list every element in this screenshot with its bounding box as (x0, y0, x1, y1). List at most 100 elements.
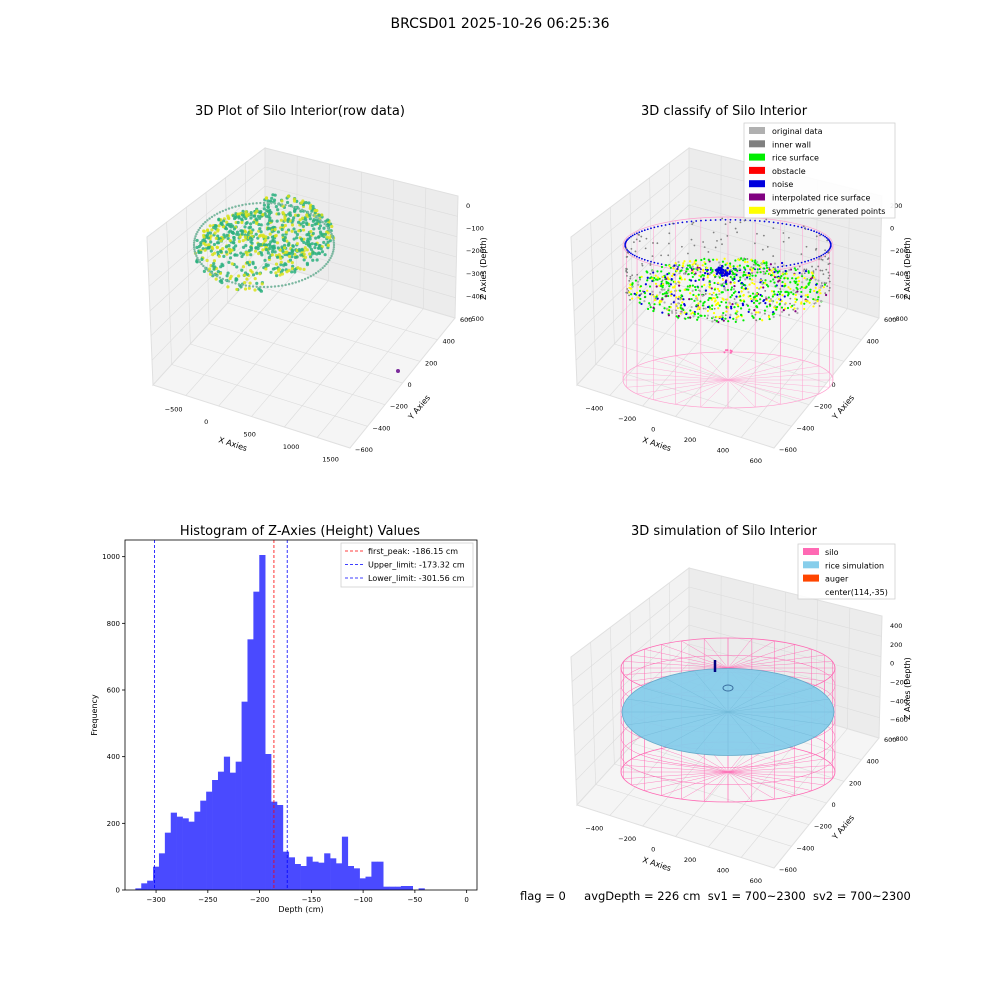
panel2-inner-wall-point (828, 274, 831, 277)
panel2-surface-point (800, 295, 803, 298)
panel2-surface-point (704, 289, 708, 292)
panel1-point (249, 216, 253, 220)
panel1-point (213, 267, 217, 271)
panel2-surface-point (696, 268, 699, 271)
panel2-surface-point (656, 276, 660, 279)
panel2-surface-point (777, 280, 780, 283)
panel1-point (279, 256, 283, 260)
panel2-surface-point (777, 290, 780, 294)
panel2-surface-point (733, 281, 736, 284)
panel2-surface-point (728, 264, 731, 268)
panel4-y-tick: 400 (867, 758, 879, 766)
panel2-surface-point (714, 287, 717, 290)
panel1-point (308, 252, 312, 256)
panel1-rim-point (248, 284, 251, 288)
panel1-point (248, 235, 252, 239)
panel2-surface-point (813, 298, 816, 301)
panel2-surface-point (677, 316, 680, 319)
panel4-gridline (651, 722, 845, 782)
panel2-surface-point (672, 280, 675, 283)
panel1-point (313, 251, 317, 255)
panel1-gridline (328, 163, 330, 281)
panel4-silo-wire (727, 771, 752, 802)
panel2-surface-point (805, 285, 808, 288)
panel2-surface-point (784, 276, 787, 279)
panel2-surface-point (735, 268, 738, 271)
panel4-silo-wire (681, 640, 729, 669)
panel2-z-tick: 0 (890, 225, 894, 233)
panel2-gridline (752, 163, 754, 281)
panel2-gridline (649, 177, 652, 304)
panel2-surface-point (758, 317, 761, 321)
histogram-bar (164, 832, 172, 890)
panel1-point (290, 252, 295, 256)
panel4-y-tick: 0 (832, 801, 836, 809)
panel1-rim-point (251, 285, 255, 288)
panel2-surface-point (810, 271, 813, 274)
panel1-point (225, 252, 229, 256)
panel2-surface-point (668, 309, 671, 312)
panel1-point (281, 238, 286, 242)
panel1-point (250, 241, 254, 245)
panel2-surface-point (699, 300, 702, 303)
panel1-point (287, 212, 291, 216)
panel2-inner-wall-point (639, 293, 642, 296)
panel1-point (252, 214, 256, 218)
panel1-point (302, 258, 306, 262)
panel2-surface-point (764, 296, 768, 299)
panel2-surface-point (663, 274, 666, 278)
panel2-noise-point (772, 266, 775, 269)
panel1-point (247, 226, 251, 230)
panel1-point (290, 223, 295, 227)
panel2-obstacle-cluster-point (726, 266, 729, 270)
panel4-silo-ring (620, 655, 836, 716)
panel1-point (241, 209, 245, 213)
panel2-noise-point (797, 262, 799, 265)
panel1-point (327, 220, 331, 224)
panel2-surface-point (726, 268, 730, 271)
panel1-point (199, 250, 203, 254)
panel2-z-tick: −400 (890, 270, 908, 278)
panel1-point (318, 244, 322, 248)
panel2-surface-point (694, 279, 697, 282)
panel2-inner-wall-point (802, 225, 805, 228)
panel2-surface-point (678, 295, 681, 298)
panel2-noise-point (785, 223, 788, 226)
panel2-surface-point (735, 301, 738, 304)
panel1-rim-point (314, 215, 318, 219)
panel2-surface-point (822, 286, 825, 289)
panel2-surface-point (807, 282, 810, 285)
panel1-point (272, 200, 276, 204)
panel4-y-label: Y Axies (830, 813, 856, 842)
panel1-rim-point (329, 256, 332, 260)
panel1-point (300, 248, 304, 252)
panel1-point (278, 248, 282, 252)
panel1-point (314, 236, 318, 240)
panel2-surface-point (725, 282, 728, 286)
panel2-gridline (574, 223, 690, 336)
panel2-surface-point (667, 282, 670, 285)
panel2-surface-point (734, 320, 737, 323)
panel2-noise-point (627, 250, 629, 252)
panel2-surface-point (783, 307, 787, 310)
panel2-surface-point (661, 297, 664, 300)
panel2-surface-point (806, 293, 809, 297)
panel2-surface-point (768, 304, 772, 307)
panel2-surface-point (679, 312, 682, 315)
panel4-silo-wire (623, 771, 729, 779)
panel2-surface-point (655, 295, 658, 298)
panel2-noise-point (638, 256, 641, 259)
panel2-surface-point (691, 284, 694, 287)
panel2-surface-point (721, 314, 724, 317)
panel2-surface-point (757, 311, 760, 314)
panel4-silo-wire (704, 667, 729, 698)
panel2-surface-point (722, 285, 726, 288)
panel2-surface-point (815, 291, 819, 294)
panel2-surface-point (743, 300, 746, 303)
panel2-surface-point (745, 274, 748, 277)
panel2-surface-point (698, 278, 701, 281)
panel2-inner-wall-point (694, 263, 697, 265)
panel2-inner-wall-point (729, 221, 732, 224)
panel2-surface-point (714, 299, 717, 302)
panel1-point (208, 235, 212, 239)
